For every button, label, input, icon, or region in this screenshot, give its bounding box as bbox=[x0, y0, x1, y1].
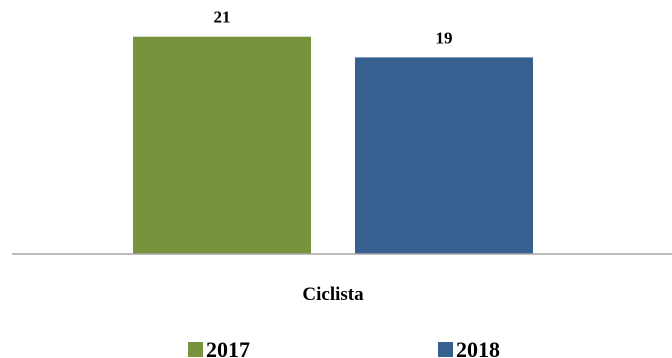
legend-swatch-2018 bbox=[438, 342, 453, 357]
category-label: Ciclista bbox=[302, 284, 364, 305]
value-label-2017: 21 bbox=[214, 8, 231, 27]
legend: 2017 2018 bbox=[188, 337, 500, 358]
bars-group bbox=[133, 36, 533, 255]
value-labels-group: 21 19 bbox=[214, 8, 453, 48]
value-label-2018: 19 bbox=[436, 28, 453, 47]
legend-item-2017: 2017 bbox=[188, 337, 250, 358]
bar-2018 bbox=[355, 57, 533, 255]
bar-2017 bbox=[133, 36, 311, 255]
legend-item-2018: 2018 bbox=[438, 337, 500, 358]
legend-swatch-2017 bbox=[188, 342, 203, 357]
legend-label-2018: 2018 bbox=[456, 337, 500, 358]
legend-label-2017: 2017 bbox=[206, 337, 250, 358]
